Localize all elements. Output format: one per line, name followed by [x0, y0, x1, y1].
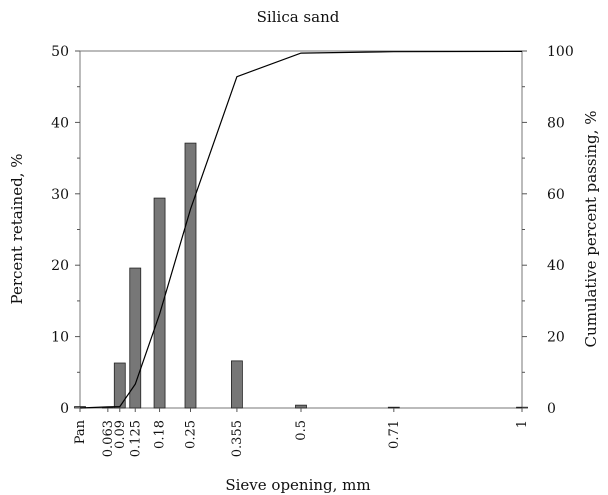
bars-layer — [74, 142, 528, 409]
y-tick-label: 10 — [51, 330, 69, 346]
y-tick-label: 30 — [51, 187, 69, 203]
chart-title: Silica sand — [257, 8, 340, 26]
x-tick-label: 0.18 — [153, 420, 168, 449]
x-tick-label: 0.09 — [113, 420, 128, 449]
y2-tick-label: 0 — [547, 401, 556, 417]
y2-tick-label: 80 — [547, 115, 565, 131]
y-axis-title: Percent retained, % — [8, 154, 26, 305]
y-tick-label: 40 — [51, 115, 69, 131]
y-tick-label: 20 — [51, 258, 69, 274]
cumulative-line — [79, 50, 523, 409]
x-tick-label: 0.355 — [230, 420, 245, 457]
y2-tick-label: 20 — [547, 330, 565, 346]
bar — [184, 142, 197, 409]
bar — [387, 406, 400, 409]
left-axis: 0 10 20 30 40 50 — [51, 44, 80, 417]
bar — [129, 267, 142, 409]
right-axis: 0 20 40 60 80 100 — [522, 44, 574, 417]
y2-axis-title: Cumulative percent passing, % — [582, 111, 600, 348]
x-tick-label: 0.5 — [294, 420, 309, 441]
y2-tick-label: 60 — [547, 187, 565, 203]
y-tick-label: 0 — [60, 401, 69, 417]
x-tick-label: 0.25 — [184, 420, 199, 449]
bar — [231, 360, 243, 409]
bar — [295, 404, 307, 409]
y2-tick-label: 100 — [547, 44, 574, 60]
x-tick-label: 0.063 — [101, 420, 116, 457]
x-tick-label: 0.71 — [387, 420, 402, 449]
x-axis-title: Sieve opening, mm — [225, 476, 370, 494]
line-layer — [79, 50, 523, 409]
x-tick-label: Pan — [73, 419, 88, 444]
plot-area — [79, 50, 523, 409]
y2-tick-label: 40 — [547, 258, 565, 274]
x-tick-label: 0.125 — [128, 420, 143, 457]
y-tick-label: 50 — [51, 44, 69, 60]
x-tick-label: 1 — [515, 420, 530, 428]
